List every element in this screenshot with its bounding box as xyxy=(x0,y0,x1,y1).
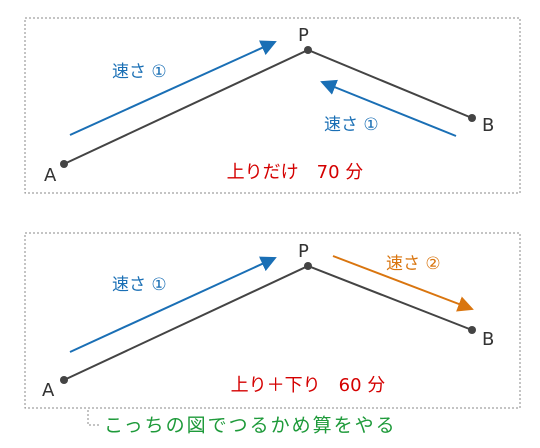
point-label: B xyxy=(482,329,494,350)
note: 上りだけ 70 分 xyxy=(227,162,364,183)
arrow xyxy=(69,256,277,353)
point xyxy=(468,326,476,334)
point xyxy=(304,262,312,270)
connector xyxy=(87,410,100,426)
point-label: P xyxy=(298,25,309,46)
arrow-label: 速さ ① xyxy=(324,115,379,135)
point xyxy=(304,46,312,54)
arrow-label: 速さ ① xyxy=(112,62,167,82)
panel-2: A P B 速さ ① 速さ ② 上り＋下り 60 分 xyxy=(24,232,521,409)
arrow xyxy=(320,79,457,137)
point xyxy=(60,160,68,168)
point-label: P xyxy=(298,241,309,262)
point xyxy=(60,376,68,384)
point-label: B xyxy=(482,115,494,136)
arrow xyxy=(69,40,277,136)
arrow-label: 速さ ② xyxy=(386,254,441,274)
arrow-label: 速さ ① xyxy=(112,275,167,295)
point xyxy=(468,114,476,122)
note: 上り＋下り 60 分 xyxy=(231,375,386,396)
panel-1: A P B 速さ ① 速さ ① 上りだけ 70 分 xyxy=(24,17,521,194)
frame xyxy=(24,232,521,409)
point-label: A xyxy=(44,165,57,186)
point-label: A xyxy=(42,380,55,401)
arrow xyxy=(332,255,474,312)
caption: こっちの図でつるかめ算をやる xyxy=(104,415,397,437)
frame xyxy=(24,17,521,194)
